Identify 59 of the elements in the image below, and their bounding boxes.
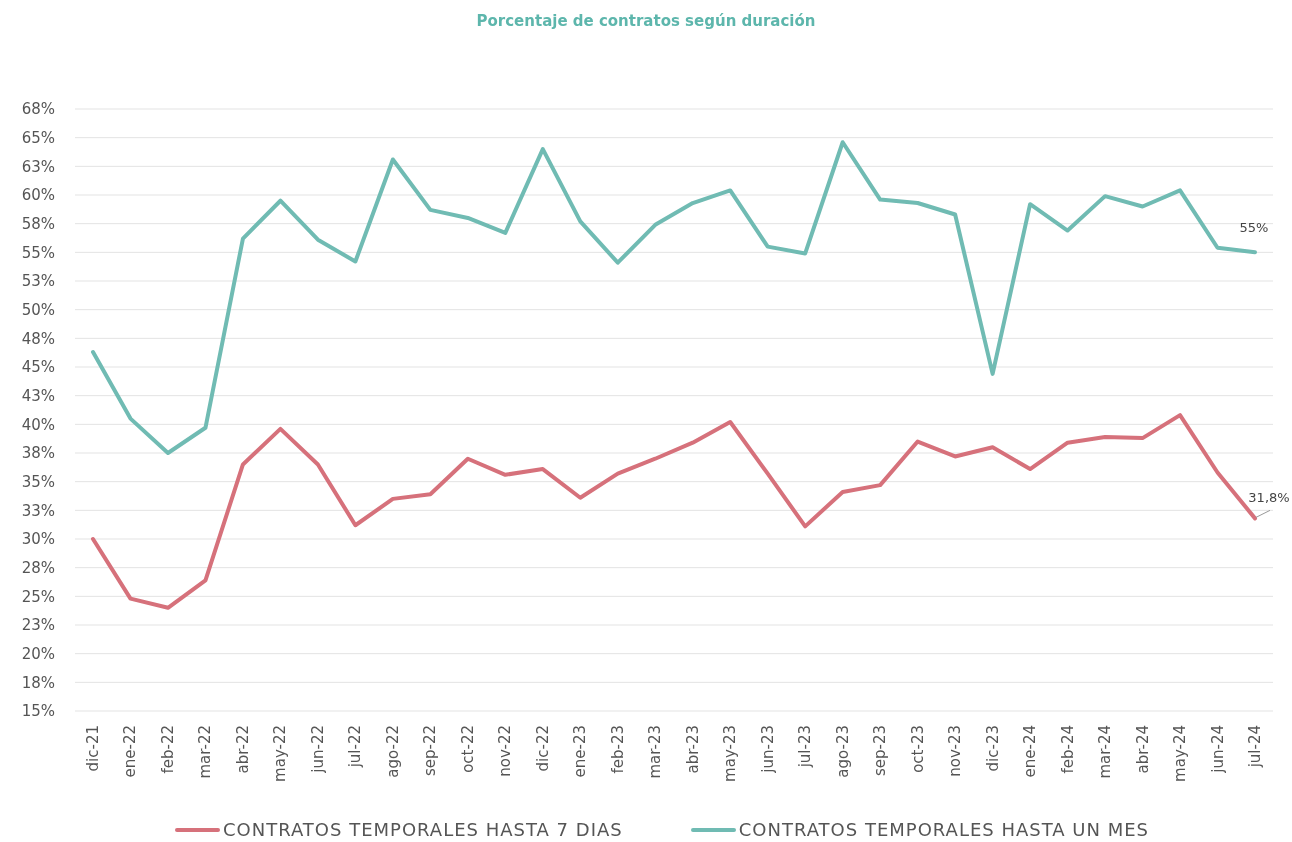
x-tick-label: sep-22 [421,725,440,777]
x-tick-label: mar-22 [196,725,215,779]
x-tick-label: mar-23 [646,725,665,779]
y-tick-label: 50% [21,300,55,319]
y-tick-label: 28% [21,558,55,577]
y-tick-label: 33% [21,501,55,520]
y-tick-label: 35% [21,472,55,491]
x-tick-label: jul-23 [796,725,815,769]
y-tick-label: 23% [21,616,55,635]
y-tick-label: 40% [21,415,55,434]
x-tick-label: jul-24 [1246,725,1264,769]
y-tick-label: 43% [21,386,55,405]
x-tick-label: oct-22 [458,725,477,773]
y-tick-label: 30% [21,530,55,549]
legend-label: CONTRATOS TEMPORALES HASTA 7 DIAS [222,818,623,842]
y-tick-label: 38% [21,444,55,463]
x-tick-label: jun-24 [1208,725,1227,774]
chart-title: Porcentaje de contratos según duración [475,11,817,31]
x-tick-label: abr-22 [233,725,252,774]
data-label: 31,8% [1248,490,1290,506]
x-tick-label: ago-22 [383,725,402,778]
y-tick-label: 53% [21,272,55,291]
y-tick-label: 60% [21,186,55,205]
x-tick-label: mar-24 [1096,725,1115,779]
y-tick-label: 55% [21,243,55,262]
x-tick-label: nov-22 [496,725,515,777]
y-tick-label: 20% [21,644,55,663]
y-tick-label: 58% [21,214,55,233]
x-tick-label: ago-23 [833,725,852,778]
x-tick-label: oct-23 [908,725,927,773]
y-tick-label: 45% [21,358,55,377]
x-tick-label: sep-23 [871,725,890,777]
x-tick-label: jul-22 [346,725,365,769]
y-tick-label: 63% [21,157,55,176]
y-tick-label: 48% [21,329,55,348]
y-tick-label: 25% [21,587,55,606]
x-tick-label: ene-23 [571,725,590,778]
x-tick-label: jun-22 [308,725,327,774]
x-tick-label: jun-23 [758,725,777,774]
x-tick-label: abr-23 [683,725,702,774]
x-tick-label: feb-23 [608,725,627,774]
x-tick-label: abr-24 [1133,725,1152,774]
x-tick-label: dic-21 [84,725,102,772]
x-tick-label: nov-23 [946,725,965,777]
x-tick-label: feb-22 [158,725,177,774]
y-tick-label: 65% [21,128,55,147]
x-tick-label: feb-24 [1058,725,1077,774]
x-tick-label: ene-22 [121,725,140,778]
legend-label: CONTRATOS TEMPORALES HASTA UN MES [738,818,1150,842]
x-tick-label: ene-24 [1021,725,1040,778]
data-label: 55% [1239,220,1269,236]
x-tick-label: may-22 [271,725,290,782]
y-tick-label: 18% [21,673,55,692]
y-tick-label: 68% [21,100,55,119]
y-tick-label: 15% [21,702,55,721]
x-tick-label: may-24 [1171,725,1190,782]
x-tick-label: dic-23 [983,725,1002,772]
x-tick-label: dic-22 [533,725,552,772]
x-tick-label: may-23 [721,725,740,782]
